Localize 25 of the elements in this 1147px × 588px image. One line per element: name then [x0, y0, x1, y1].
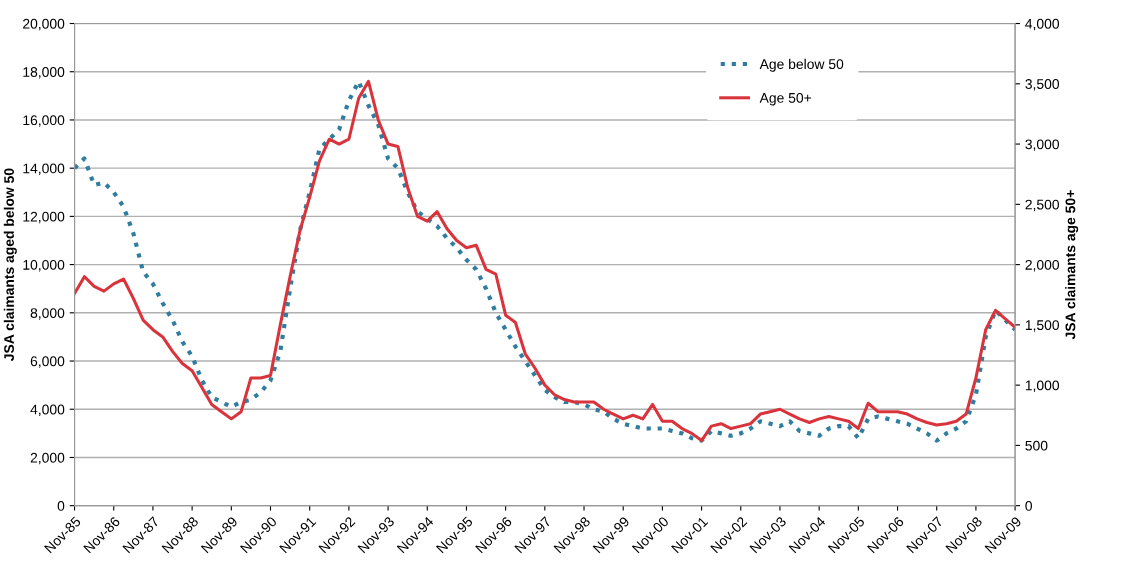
line-series — [74, 79, 1016, 443]
y-tick-label: 10,000 — [23, 259, 65, 272]
y-tick-label: 6,000 — [30, 356, 65, 368]
y2-tick-label: 1,000 — [1025, 380, 1060, 392]
y-tick-label: 4,000 — [30, 404, 65, 417]
y-tick-label: 18,000 — [23, 67, 65, 79]
y-tick-label: 20,000 — [23, 18, 65, 31]
legend-label: Age below 50 — [759, 58, 844, 72]
y-tick-label: 12,000 — [23, 211, 65, 224]
y2-tick-label: 2,000 — [1025, 259, 1060, 272]
y2-tick-label: 0 — [1025, 501, 1032, 511]
y-axis-title: JSA claimants aged below 50 — [3, 168, 17, 361]
y-tick-label: 14,000 — [23, 163, 65, 175]
y2-tick-label: 1,500 — [1025, 320, 1060, 332]
y2-tick-label: 2,500 — [1025, 199, 1060, 212]
y2-tick-label: 3,500 — [1025, 79, 1060, 91]
y-tick-label: 0 — [57, 501, 65, 511]
y2-tick-label: 4,000 — [1025, 18, 1060, 31]
y2-tick-label: 500 — [1025, 440, 1048, 451]
y2-axis-title: JSA claimants age 50+ — [1065, 190, 1079, 340]
y-tick-label: 8,000 — [30, 308, 65, 320]
y2-tick-label: 3,000 — [1025, 139, 1060, 151]
y-tick-label: 2,000 — [30, 452, 65, 465]
legend-label: Age 50+ — [759, 92, 812, 106]
y-tick-label: 16,000 — [23, 115, 65, 127]
